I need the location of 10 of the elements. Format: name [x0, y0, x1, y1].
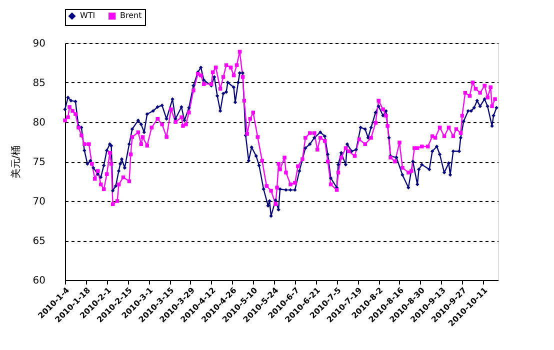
y-tick-label: 85 [32, 78, 46, 89]
legend-label: Brent [120, 11, 142, 20]
legend-label: WTI [80, 11, 96, 20]
y-tick-label: 80 [32, 118, 46, 128]
y-tick-label: 60 [32, 276, 46, 286]
y-tick-label: 65 [32, 236, 46, 247]
y-axis-title: 美元/桶 [10, 145, 22, 179]
y-tick-label: 90 [32, 38, 46, 50]
y-tick-label: 75 [32, 157, 46, 168]
y-tick-label: 70 [32, 196, 46, 208]
